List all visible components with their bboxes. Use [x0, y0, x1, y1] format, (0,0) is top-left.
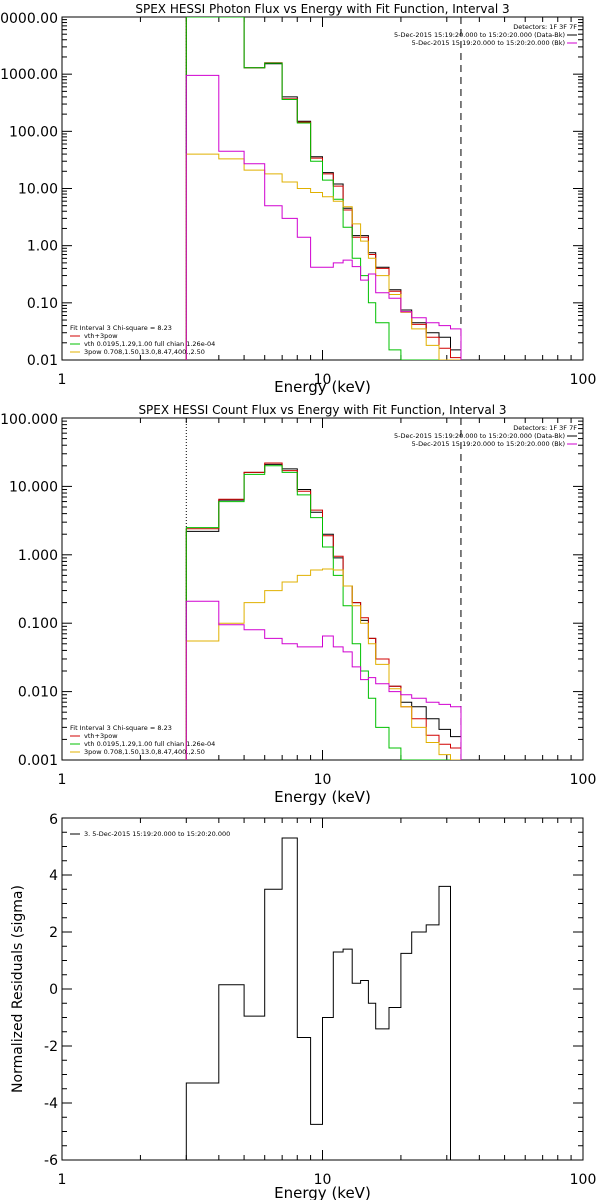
- y-tick-label: -4: [44, 1096, 58, 1112]
- series-3-line: [185, 153, 461, 360]
- series-0-line: [185, 17, 462, 360]
- fit-summary: Fit Interval 3 Chi-square = 8.23: [70, 724, 172, 732]
- series-4-line: [185, 74, 462, 360]
- legend-bottom-left: Fit Interval 3 Chi-square = 8.23vth+3pow…: [70, 324, 215, 356]
- x-axis-label: Energy (keV): [274, 1184, 371, 1200]
- series-1-line: [185, 17, 462, 360]
- y-tick-label: 1.000: [18, 548, 58, 564]
- y-tick-label: -6: [44, 1153, 58, 1169]
- y-tick-label: 4: [49, 868, 58, 884]
- y-tick-label: 10.00: [18, 182, 58, 198]
- legend-top-right: Detectors: 1F 3F 7F5-Dec-2015 15:19:20.0…: [394, 23, 577, 47]
- x-tick-label: 10: [314, 772, 332, 788]
- legend-entry: 3. 5-Dec-2015 15:19:20.000 to 15:20:20.0…: [84, 830, 230, 838]
- series-3-line: [185, 568, 461, 760]
- x-tick-label: 100: [570, 1172, 597, 1188]
- series-4-line: [185, 600, 462, 760]
- series-0-line: [185, 463, 462, 760]
- x-axis-label: Energy (keV): [274, 378, 371, 396]
- legend-header: Detectors: 1F 3F 7F: [513, 23, 577, 31]
- y-tick-label: 100.00: [9, 124, 58, 140]
- y-tick-label: 1.00: [27, 239, 58, 255]
- legend-entry: 3pow 0.708,1.50,13.0,8.47,400.,2.50: [84, 748, 205, 756]
- x-tick-label: 1: [58, 772, 67, 788]
- legend-entry: 5-Dec-2015 15:19:20.000 to 15:20:20.000 …: [412, 39, 565, 47]
- x-tick-label: 1: [58, 1172, 67, 1188]
- fit-summary: Fit Interval 3 Chi-square = 8.23: [70, 324, 172, 332]
- chart-1: SPEX HESSI Photon Flux vs Energy with Fi…: [0, 2, 596, 396]
- x-tick-label: 10: [314, 372, 332, 388]
- legend-entry: 5-Dec-2015 15:19:20.000 to 15:20:20.000 …: [412, 440, 565, 448]
- legend-entry: vth 0.0195,1.29,1.00 full chian 1.26e-04: [84, 740, 215, 748]
- legend-entry: 3pow 0.708,1.50,13.0,8.47,400.,2.50: [84, 348, 205, 356]
- series-0-line: [185, 837, 461, 1160]
- legend-top-left: 3. 5-Dec-2015 15:19:20.000 to 15:20:20.0…: [70, 830, 230, 838]
- x-tick-label: 10: [314, 1172, 332, 1188]
- y-axis-label: Normalized Residuals (sigma): [10, 885, 26, 1093]
- series-1-line: [185, 462, 462, 760]
- legend-entry: vth+3pow: [84, 332, 118, 340]
- chart-2: SPEX HESSI Count Flux vs Energy with Fit…: [0, 403, 596, 806]
- legend-entry: vth+3pow: [84, 732, 118, 740]
- y-tick-label: 0.01: [27, 353, 58, 369]
- y-tick-label: 2: [49, 925, 58, 941]
- y-tick-label: 1000.00: [0, 67, 58, 83]
- y-tick-label: 0: [49, 982, 58, 998]
- series-2-line: [185, 465, 461, 760]
- x-axis-label: Energy (keV): [274, 788, 371, 806]
- y-tick-label: 0.10: [27, 296, 58, 312]
- legend-bottom-left: Fit Interval 3 Chi-square = 8.23vth+3pow…: [70, 724, 215, 756]
- y-tick-label: 10.000: [9, 479, 58, 495]
- y-tick-label: 100.000: [0, 412, 58, 428]
- legend-entry: vth 0.0195,1.29,1.00 full chian 1.26e-04: [84, 340, 215, 348]
- legend-header: Detectors: 1F 3F 7F: [513, 424, 577, 432]
- plot-frame: [61, 16, 584, 361]
- y-tick-label: 10000.00: [0, 11, 58, 27]
- y-tick-label: 0.010: [18, 685, 58, 701]
- chart-title: SPEX HESSI Photon Flux vs Energy with Fi…: [135, 2, 509, 16]
- y-tick-label: -2: [44, 1039, 58, 1055]
- legend-entry: 5-Dec-2015 15:19:20.000 to 15:20:20.000 …: [394, 432, 565, 440]
- y-tick-label: 6: [49, 812, 58, 828]
- y-tick-label: 0.100: [18, 616, 58, 632]
- x-tick-label: 1: [58, 372, 67, 388]
- legend-top-right: Detectors: 1F 3F 7F5-Dec-2015 15:19:20.0…: [394, 424, 577, 448]
- legend-entry: 5-Dec-2015 15:19:20.000 to 15:20:20.000 …: [394, 31, 565, 39]
- chart-title: SPEX HESSI Count Flux vs Energy with Fit…: [138, 403, 506, 417]
- x-tick-label: 100: [570, 772, 597, 788]
- chart-3: 1 10 100 Energy (keV) -6 -4 -2 0 2 4 6 Normalized R…: [10, 812, 596, 1200]
- plot-frame: [61, 417, 584, 761]
- x-tick-label: 100: [570, 372, 597, 388]
- series-2-line: [185, 17, 461, 360]
- y-tick-label: 0.001: [18, 753, 58, 769]
